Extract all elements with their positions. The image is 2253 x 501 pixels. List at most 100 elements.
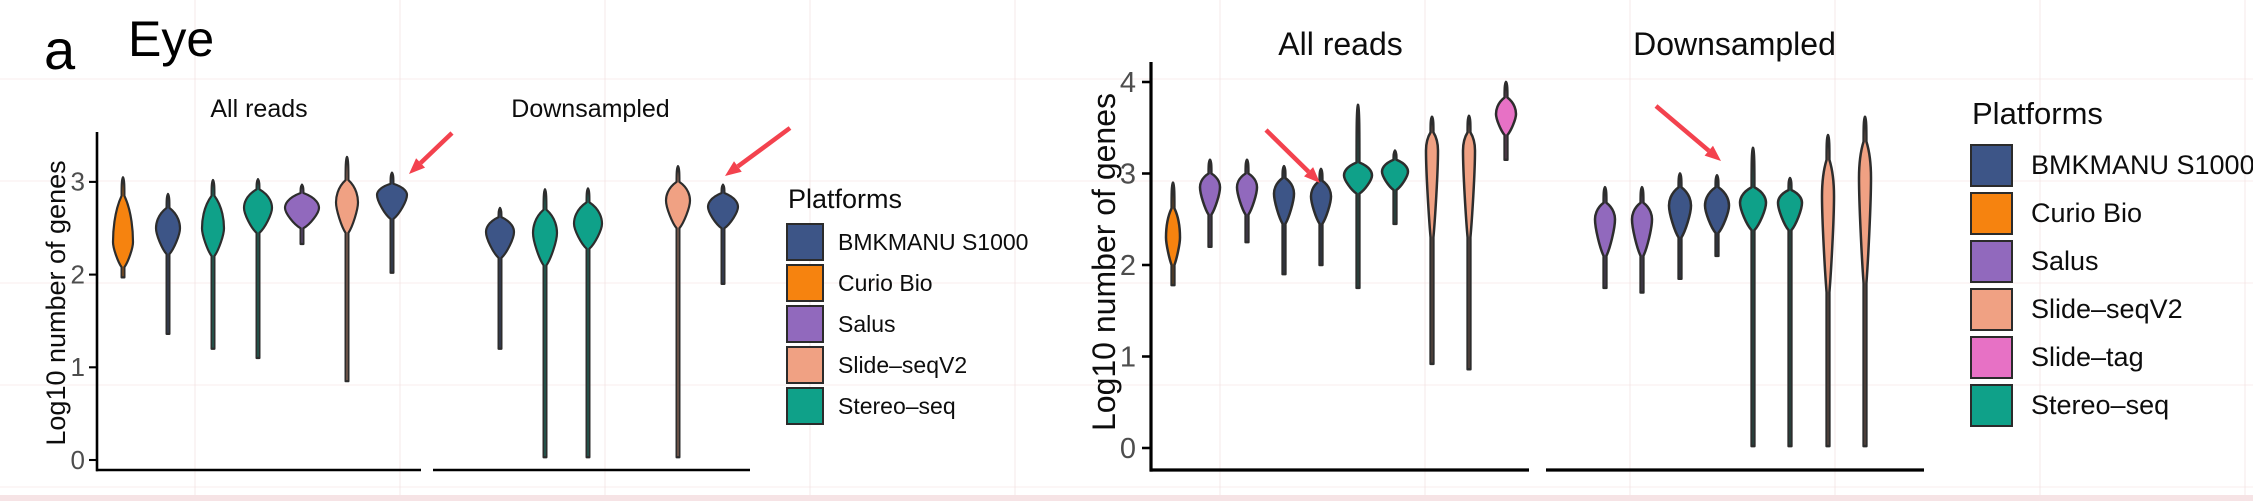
legend-entry-curio-bio: Curio Bio — [786, 264, 1028, 302]
violin-right-all-reads-4-bmkmanu-s1000 — [1272, 164, 1296, 276]
legend-swatch-bmkmanu-s1000 — [786, 223, 824, 261]
y-axis-label-left: Log10 number of genes — [41, 160, 71, 446]
violin-left-downsampled-11-slide-seqv2 — [664, 165, 692, 459]
violin-right-all-reads-9-slide-seqv2 — [1461, 114, 1477, 371]
legend-label-bmkmanu-s1000: BMKMANU S1000 — [838, 228, 1029, 255]
left-panel: 0 1 2 3 — [71, 132, 750, 475]
legend-title-right: Platforms — [1972, 96, 2103, 131]
violin-left-all-reads-5-salus — [283, 183, 321, 246]
violin-right-downsampled-18-slide-seqv2 — [1857, 115, 1873, 448]
bottom-strip — [0, 495, 2253, 501]
violin-right-downsampled-17-slide-seqv2 — [1820, 133, 1836, 448]
annotation-arrows — [409, 104, 1721, 183]
panel-label: a — [44, 18, 76, 81]
legend-swatch-curio-bio — [786, 264, 824, 302]
legend-label-stereo-seq: Stereo–seq — [838, 392, 956, 419]
legend-entry-salus: Salus — [786, 305, 1028, 343]
y-tick-label: 1 — [71, 352, 85, 382]
legend-title-left: Platforms — [788, 184, 903, 214]
violin-right-downsampled-14-bmkmanu-s1000 — [1703, 174, 1731, 258]
violin-left-all-reads-7-bmkmanu-s1000 — [375, 171, 409, 274]
legend-entry-bmkmanu-s1000: BMKMANU S1000 — [1970, 144, 2253, 187]
violin-right-downsampled-13-bmkmanu-s1000 — [1667, 172, 1693, 280]
y-tick-label: 3 — [1120, 158, 1136, 190]
legend-entry-slide-seqv2: Slide–seqV2 — [786, 346, 1028, 384]
red-arrow-right-all-reads — [1264, 128, 1311, 174]
legend-swatch-slide-seqv2 — [786, 346, 824, 384]
legend-swatch-stereo-seq — [786, 387, 824, 425]
y-tick-label: 4 — [1120, 67, 1136, 99]
right-panel: 0 1 2 3 4 — [1120, 62, 1924, 472]
legend-left: Platforms BMKMANU S1000 Curio Bio Salus Sli… — [786, 184, 1028, 428]
violin-right-all-reads-1-curio-bio — [1164, 181, 1182, 287]
legend-label-stereo-seq: Stereo–seq — [2031, 390, 2170, 420]
red-arrow-left-downsampled — [736, 126, 792, 169]
violin-left-downsampled-10-stereo-seq — [572, 187, 604, 459]
figure-title: Eye — [128, 11, 215, 67]
legend-entries-left: BMKMANU S1000 Curio Bio Salus Slide–seqV2 St… — [786, 223, 1028, 425]
violin-right-all-reads-7-stereo-seq — [1380, 149, 1410, 226]
red-arrowhead-left-all-reads — [409, 158, 426, 174]
legend-entry-slide-seqv2: Slide–seqV2 — [1970, 288, 2253, 331]
violin-left-all-reads-3-stereo-seq — [200, 178, 226, 350]
legend-entry-slide-tag: Slide–tag — [1970, 336, 2253, 379]
violin-right-downsampled-15-stereo-seq — [1738, 146, 1768, 448]
legend-entry-stereo-seq: Stereo–seq — [1970, 384, 2253, 427]
violin-left-all-reads-6-slide-seqv2 — [334, 155, 360, 383]
y-tick-label: 1 — [1120, 341, 1136, 373]
legend-swatch-slide-tag — [1970, 336, 2013, 379]
violin-left-downsampled-8-bmkmanu-s1000 — [484, 206, 516, 350]
violin-right-all-reads-6-stereo-seq — [1342, 103, 1374, 290]
legend-right: Platforms BMKMANU S1000 Curio Bio Salus Sli… — [1970, 96, 2253, 432]
y-axis-label-right: Log10 number of genes — [1086, 92, 1122, 432]
legend-swatch-salus — [1970, 240, 2013, 283]
legend-label-curio-bio: Curio Bio — [838, 269, 933, 296]
legend-swatch-curio-bio — [1970, 192, 2013, 235]
legend-label-salus: Salus — [2031, 246, 2099, 276]
violin-left-downsampled-9-stereo-seq — [531, 188, 559, 459]
violin-left-downsampled-12-bmkmanu-s1000 — [706, 183, 740, 285]
legend-label-curio-bio: Curio Bio — [2031, 198, 2143, 228]
y-tick-label: 0 — [1120, 433, 1136, 465]
red-arrowhead-right-downsampled — [1704, 145, 1721, 161]
legend-entry-curio-bio: Curio Bio — [1970, 192, 2253, 235]
facet-title-left-downsampled: Downsampled — [511, 95, 670, 123]
legend-label-slide-seqv2: Slide–seqV2 — [838, 351, 968, 378]
red-arrowhead-right-all-reads — [1304, 167, 1320, 183]
legend-swatch-slide-seqv2 — [1970, 288, 2013, 331]
y-tick-label: 0 — [71, 445, 85, 475]
legend-entry-bmkmanu-s1000: BMKMANU S1000 — [786, 223, 1028, 261]
legend-entry-salus: Salus — [1970, 240, 2253, 283]
violin-right-all-reads-5-bmkmanu-s1000 — [1309, 167, 1333, 267]
legend-label-salus: Salus — [838, 310, 896, 337]
violin-right-all-reads-8-slide-seqv2 — [1424, 115, 1440, 366]
violin-left-all-reads-4-stereo-seq — [242, 178, 274, 360]
y-tick-label: 3 — [71, 167, 85, 197]
facet-title-left-all-reads: All reads — [210, 95, 308, 123]
legend-label-slide-seqv2: Slide–seqV2 — [2031, 294, 2183, 324]
red-arrow-right-downsampled — [1654, 104, 1711, 153]
legend-entry-stereo-seq: Stereo–seq — [786, 387, 1028, 425]
facet-title-right-downsampled: Downsampled — [1633, 26, 1836, 62]
legend-swatch-stereo-seq — [1970, 384, 2013, 427]
legend-swatch-bmkmanu-s1000 — [1970, 144, 2013, 187]
violin-right-all-reads-2-salus — [1198, 158, 1222, 248]
legend-entries-right: BMKMANU S1000 Curio Bio Salus Slide–seqV2 Sl… — [1970, 144, 2253, 427]
red-arrow-left-all-reads — [419, 131, 454, 165]
violin-right-downsampled-16-stereo-seq — [1776, 176, 1804, 448]
violin-right-downsampled-12-salus — [1630, 185, 1654, 294]
legend-label-slide-tag: Slide–tag — [2031, 342, 2144, 372]
violin-right-all-reads-10-slide-tag — [1494, 80, 1518, 162]
violin-left-all-reads-2-bmkmanu-s1000 — [154, 192, 182, 336]
violin-right-downsampled-11-salus — [1593, 185, 1617, 290]
legend-swatch-salus — [786, 305, 824, 343]
violin-left-all-reads-1-curio-bio — [111, 176, 135, 279]
violin-right-all-reads-3-salus — [1235, 158, 1259, 244]
facet-title-right-all-reads: All reads — [1278, 26, 1403, 62]
y-tick-label: 2 — [71, 259, 85, 289]
red-arrowhead-left-downsampled — [725, 161, 742, 176]
y-tick-label: 2 — [1120, 250, 1136, 282]
